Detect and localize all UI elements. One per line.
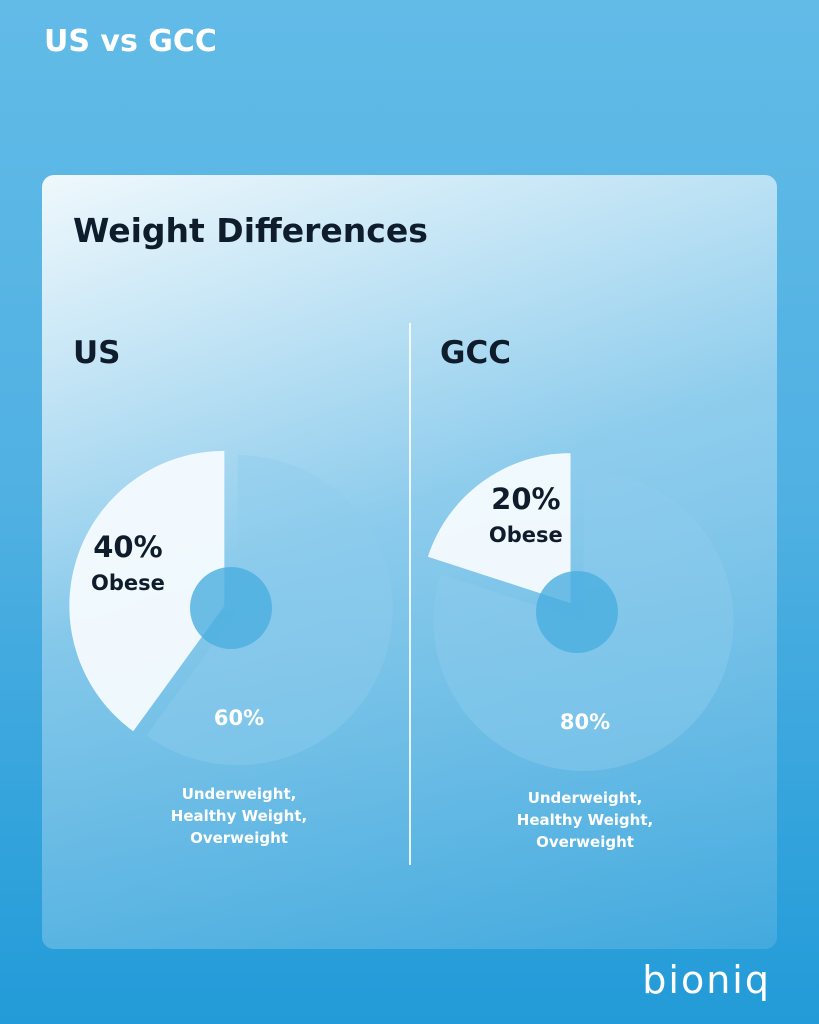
divider <box>409 323 411 865</box>
slice-category-label: Obese <box>488 522 563 547</box>
page-title: US vs GCC <box>44 24 217 59</box>
slice-category-label: Obese <box>91 571 165 596</box>
chart-title: GCC <box>440 335 511 371</box>
pie-slice <box>427 453 571 604</box>
slice-value-label: 40% <box>93 530 163 565</box>
legend-label: Underweight, Healthy Weight, Overweight <box>170 785 308 847</box>
slice-value-label: 80% <box>559 710 611 734</box>
pie-slice <box>69 450 225 732</box>
card-title: Weight Differences <box>73 211 428 250</box>
legend-label: Underweight, Healthy Weight, Overweight <box>516 789 654 851</box>
slice-value-label: 60% <box>213 706 265 730</box>
pie-hole <box>536 571 618 653</box>
brand-logo: bioniq <box>642 958 771 1002</box>
chart-title: US <box>73 335 121 371</box>
pie-hole <box>190 567 272 649</box>
slice-value-label: 20% <box>491 481 561 516</box>
